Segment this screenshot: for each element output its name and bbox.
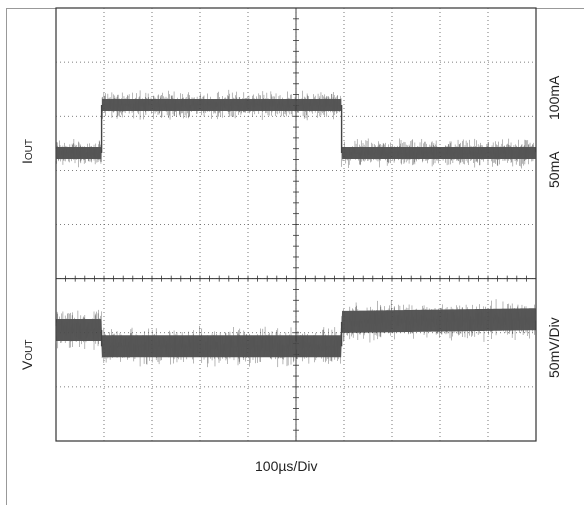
iout-scale-low-label: 50mA xyxy=(546,151,562,188)
vout-scale-label: 50mV/Div xyxy=(546,317,562,378)
iout-channel-label: IOUT xyxy=(19,139,35,164)
traces xyxy=(55,89,537,368)
x-axis-label: 100µs/Div xyxy=(255,458,318,474)
series-iout xyxy=(55,89,537,169)
grid xyxy=(56,8,536,441)
series-vout xyxy=(55,299,537,368)
figure-frame-left xyxy=(6,8,7,505)
iout-scale-high-label: 100mA xyxy=(546,75,562,120)
vout-channel-label: VOUT xyxy=(19,339,35,370)
